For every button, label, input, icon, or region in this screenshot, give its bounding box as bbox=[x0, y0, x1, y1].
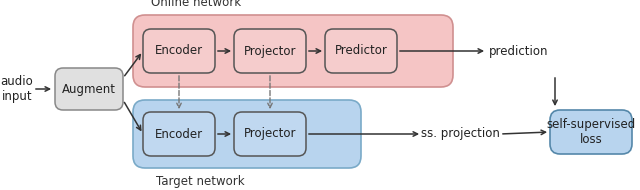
FancyBboxPatch shape bbox=[133, 100, 361, 168]
FancyBboxPatch shape bbox=[143, 112, 215, 156]
FancyBboxPatch shape bbox=[325, 29, 397, 73]
Text: prediction: prediction bbox=[489, 44, 548, 58]
Text: Online network: Online network bbox=[151, 0, 241, 9]
Text: audio
input: audio input bbox=[1, 75, 33, 103]
Text: Projector: Projector bbox=[244, 44, 296, 58]
Text: Predictor: Predictor bbox=[335, 44, 387, 58]
Text: ss. projection: ss. projection bbox=[420, 127, 499, 140]
Text: Projector: Projector bbox=[244, 127, 296, 140]
Text: Augment: Augment bbox=[62, 82, 116, 96]
FancyBboxPatch shape bbox=[234, 112, 306, 156]
FancyBboxPatch shape bbox=[55, 68, 123, 110]
FancyBboxPatch shape bbox=[234, 29, 306, 73]
Text: Encoder: Encoder bbox=[155, 44, 203, 58]
FancyBboxPatch shape bbox=[550, 110, 632, 154]
FancyBboxPatch shape bbox=[133, 15, 453, 87]
Text: Target network: Target network bbox=[156, 175, 244, 188]
Text: Encoder: Encoder bbox=[155, 127, 203, 140]
FancyBboxPatch shape bbox=[143, 29, 215, 73]
Text: self-supervised
loss: self-supervised loss bbox=[547, 118, 636, 146]
